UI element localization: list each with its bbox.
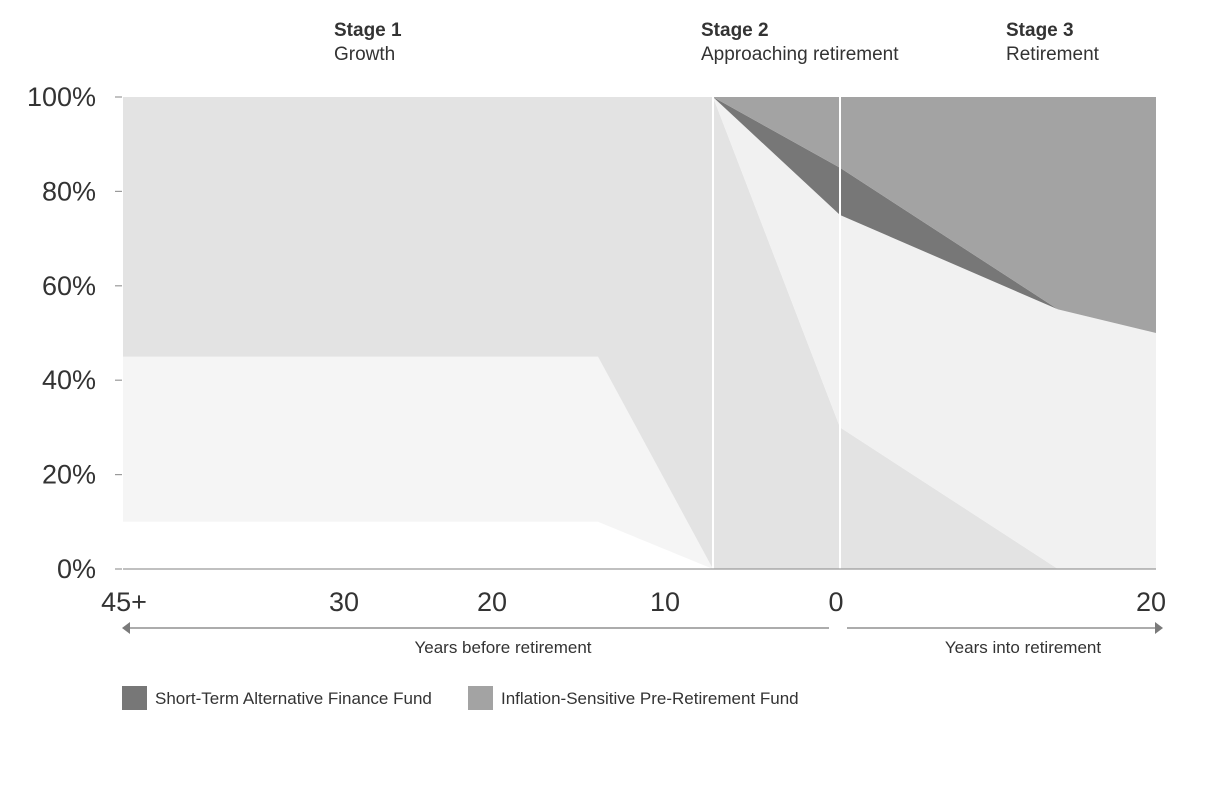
stage-subtitle: Growth (334, 44, 395, 65)
stage-headers: Stage 1 Growth Stage 2 Approaching retireme… (334, 20, 1100, 65)
y-tick-label: 100% (27, 82, 96, 112)
stage-subtitle: Retirement (1006, 44, 1100, 65)
stage-title: Stage 1 (334, 20, 402, 41)
area-series-2 (123, 356, 1156, 569)
legend-label-inflation-sensitive: Inflation-Sensitive Pre-Retirement Fund (501, 689, 799, 708)
y-axis: 0% 20% 40% 60% 80% 100% (27, 82, 122, 584)
years-after-arrow (847, 622, 1163, 634)
years-after-caption: Years into retirement (945, 638, 1102, 657)
area-series-4 (123, 97, 1156, 569)
arrow-left-icon (122, 622, 130, 634)
x-tick-label: 20 (477, 587, 507, 617)
area-series-6 (123, 97, 1156, 333)
years-before-arrow (122, 622, 829, 634)
x-tick-label: 30 (329, 587, 359, 617)
stage-title: Stage 2 (701, 20, 769, 41)
arrow-right-icon (1155, 622, 1163, 634)
x-axis: 45+ 30 20 10 0 20 (101, 587, 1166, 617)
legend: Short-Term Alternative Finance Fund Infl… (122, 686, 799, 710)
stage-title: Stage 3 (1006, 20, 1074, 41)
x-tick-label: 20 (1136, 587, 1166, 617)
area-series-3 (123, 97, 1156, 569)
stage-subtitle: Approaching retirement (701, 44, 899, 65)
x-tick-label: 45+ (101, 587, 147, 617)
years-before-caption: Years before retirement (414, 638, 591, 657)
y-tick-label: 80% (42, 176, 96, 206)
stacked-areas (123, 97, 1156, 569)
x-tick-label: 10 (650, 587, 680, 617)
x-tick-label: 0 (828, 587, 843, 617)
area-series-1 (123, 521, 1156, 569)
y-tick-label: 40% (42, 365, 96, 395)
legend-label-short-term: Short-Term Alternative Finance Fund (155, 689, 432, 708)
legend-swatch-short-term (122, 686, 147, 710)
y-tick-label: 0% (57, 554, 96, 584)
legend-swatch-inflation-sensitive (468, 686, 493, 710)
y-tick-label: 60% (42, 271, 96, 301)
y-tick-label: 20% (42, 460, 96, 490)
stage-dividers (712, 97, 841, 569)
